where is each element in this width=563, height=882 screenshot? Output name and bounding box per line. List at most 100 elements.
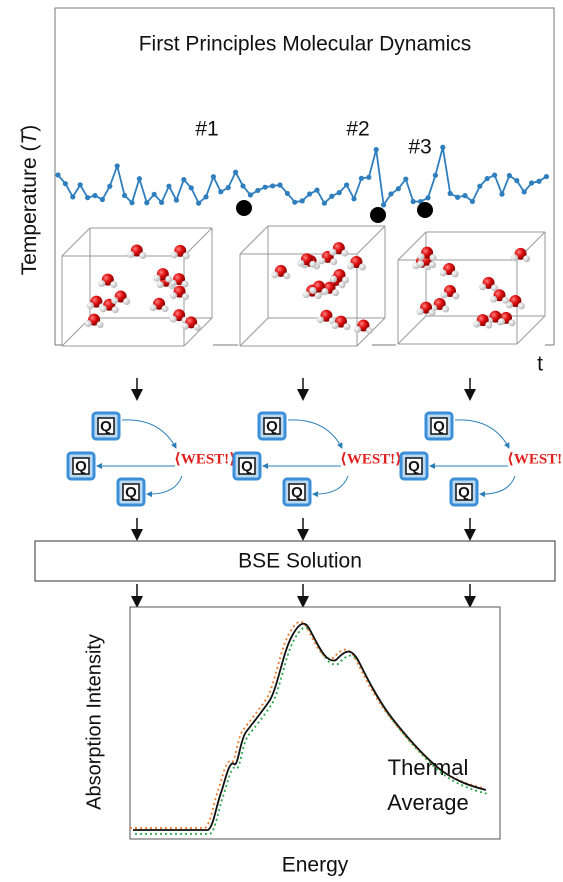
hydrogen (127, 251, 134, 258)
title: First Principles Molecular Dynamics (139, 33, 472, 56)
hydrogen (182, 293, 189, 300)
trace-point (100, 197, 105, 202)
q-label: Q (408, 458, 420, 475)
trace-point (455, 195, 460, 200)
trace-point (174, 198, 179, 203)
trace-point (196, 201, 201, 206)
hydrogen (171, 251, 178, 258)
hydrogen (297, 260, 304, 267)
west-label: ⟨WEST!⟩ (174, 451, 236, 467)
trace-point (366, 175, 371, 180)
hydrogen (317, 316, 324, 323)
hydrogen (442, 306, 449, 313)
trace-point (277, 182, 282, 187)
trace-point (448, 191, 453, 196)
trace-point (70, 194, 75, 199)
trace-point (270, 183, 275, 188)
cube-edge (517, 316, 545, 344)
trace-point (152, 192, 157, 197)
trace-point (107, 184, 112, 189)
hydrogen (182, 323, 189, 330)
trace-point (181, 177, 186, 182)
time-label: t (537, 353, 543, 376)
trace-point (300, 198, 305, 203)
trace-point (226, 185, 231, 190)
hydrogen (523, 255, 530, 262)
trace-point (403, 177, 408, 182)
trace-point (203, 194, 208, 199)
hydrogen (341, 250, 348, 257)
trace-point (381, 202, 386, 207)
trace-point (544, 174, 549, 179)
hydrogen (418, 253, 425, 260)
snapshot-label: #3 (408, 136, 431, 159)
cycle-arrow (455, 420, 509, 448)
hydrogen (417, 308, 424, 315)
trace-point (499, 192, 504, 197)
q-label: Q (266, 418, 278, 435)
cube-edge (62, 228, 90, 256)
q-label: Q (75, 458, 87, 475)
hydrogen (271, 271, 278, 278)
cube-edge (240, 318, 268, 346)
west-label: ⟨WEST!⟩ (340, 451, 402, 467)
hydrogen (112, 306, 119, 313)
trace-point (233, 170, 238, 175)
trace-point (396, 186, 401, 191)
trace-point (470, 199, 475, 204)
hydrogen (283, 272, 290, 279)
hydrogen (309, 261, 316, 268)
snapshot-point (417, 202, 433, 218)
hydrogen (430, 254, 437, 261)
hydrogen (332, 289, 339, 296)
cube-edge (240, 226, 268, 254)
trace-point (411, 199, 416, 204)
hydrogen (98, 280, 105, 287)
hydrogen (440, 292, 447, 299)
hydrogen (97, 321, 104, 328)
trace-point (425, 195, 430, 200)
trace-point (159, 200, 164, 205)
trace-point (144, 200, 149, 205)
snapshot-label: #1 (195, 118, 218, 141)
hydrogen (452, 270, 459, 277)
spectrum-panel: Absorption Intensity Energy Thermal Aver… (83, 607, 500, 877)
hydrogen (303, 291, 310, 298)
hydrogen (518, 303, 525, 310)
hydrogen (170, 316, 177, 323)
trace-point (344, 182, 349, 187)
hydrogen (139, 252, 146, 259)
hydrogen (452, 293, 459, 300)
annotation: Average (387, 790, 469, 815)
hydrogen (330, 258, 337, 265)
trace-point (263, 185, 268, 190)
hydrogen (343, 323, 350, 330)
trace-point (78, 182, 83, 187)
bse-label: BSE Solution (238, 550, 362, 573)
hydrogen (165, 276, 172, 283)
hydrogen (331, 322, 338, 329)
hydrogen (342, 276, 349, 283)
cycle-arrow (122, 420, 176, 448)
trace-point (122, 193, 127, 198)
hydrogen (366, 327, 373, 334)
y-label-text: Temperature ( (18, 145, 41, 276)
snapshots (62, 226, 545, 346)
west-label: ⟨WEST!⟩ (507, 451, 563, 467)
trace-point (522, 189, 527, 194)
hydrogen (157, 281, 164, 288)
spectrum-x-label: Energy (282, 854, 349, 877)
west-cluster: QQQ⟨WEST!⟩ (68, 413, 236, 505)
trace-point (166, 184, 171, 189)
cube (62, 228, 212, 346)
trace-line (58, 147, 546, 205)
hydrogen (123, 298, 130, 305)
hydrogen (511, 254, 518, 261)
hydrogen (194, 324, 201, 331)
q-label: Q (100, 418, 112, 435)
hydrogen (150, 304, 157, 311)
trace-point (462, 193, 467, 198)
cube-edge (357, 226, 385, 254)
trace-point (440, 145, 445, 150)
hydrogen (100, 305, 107, 312)
